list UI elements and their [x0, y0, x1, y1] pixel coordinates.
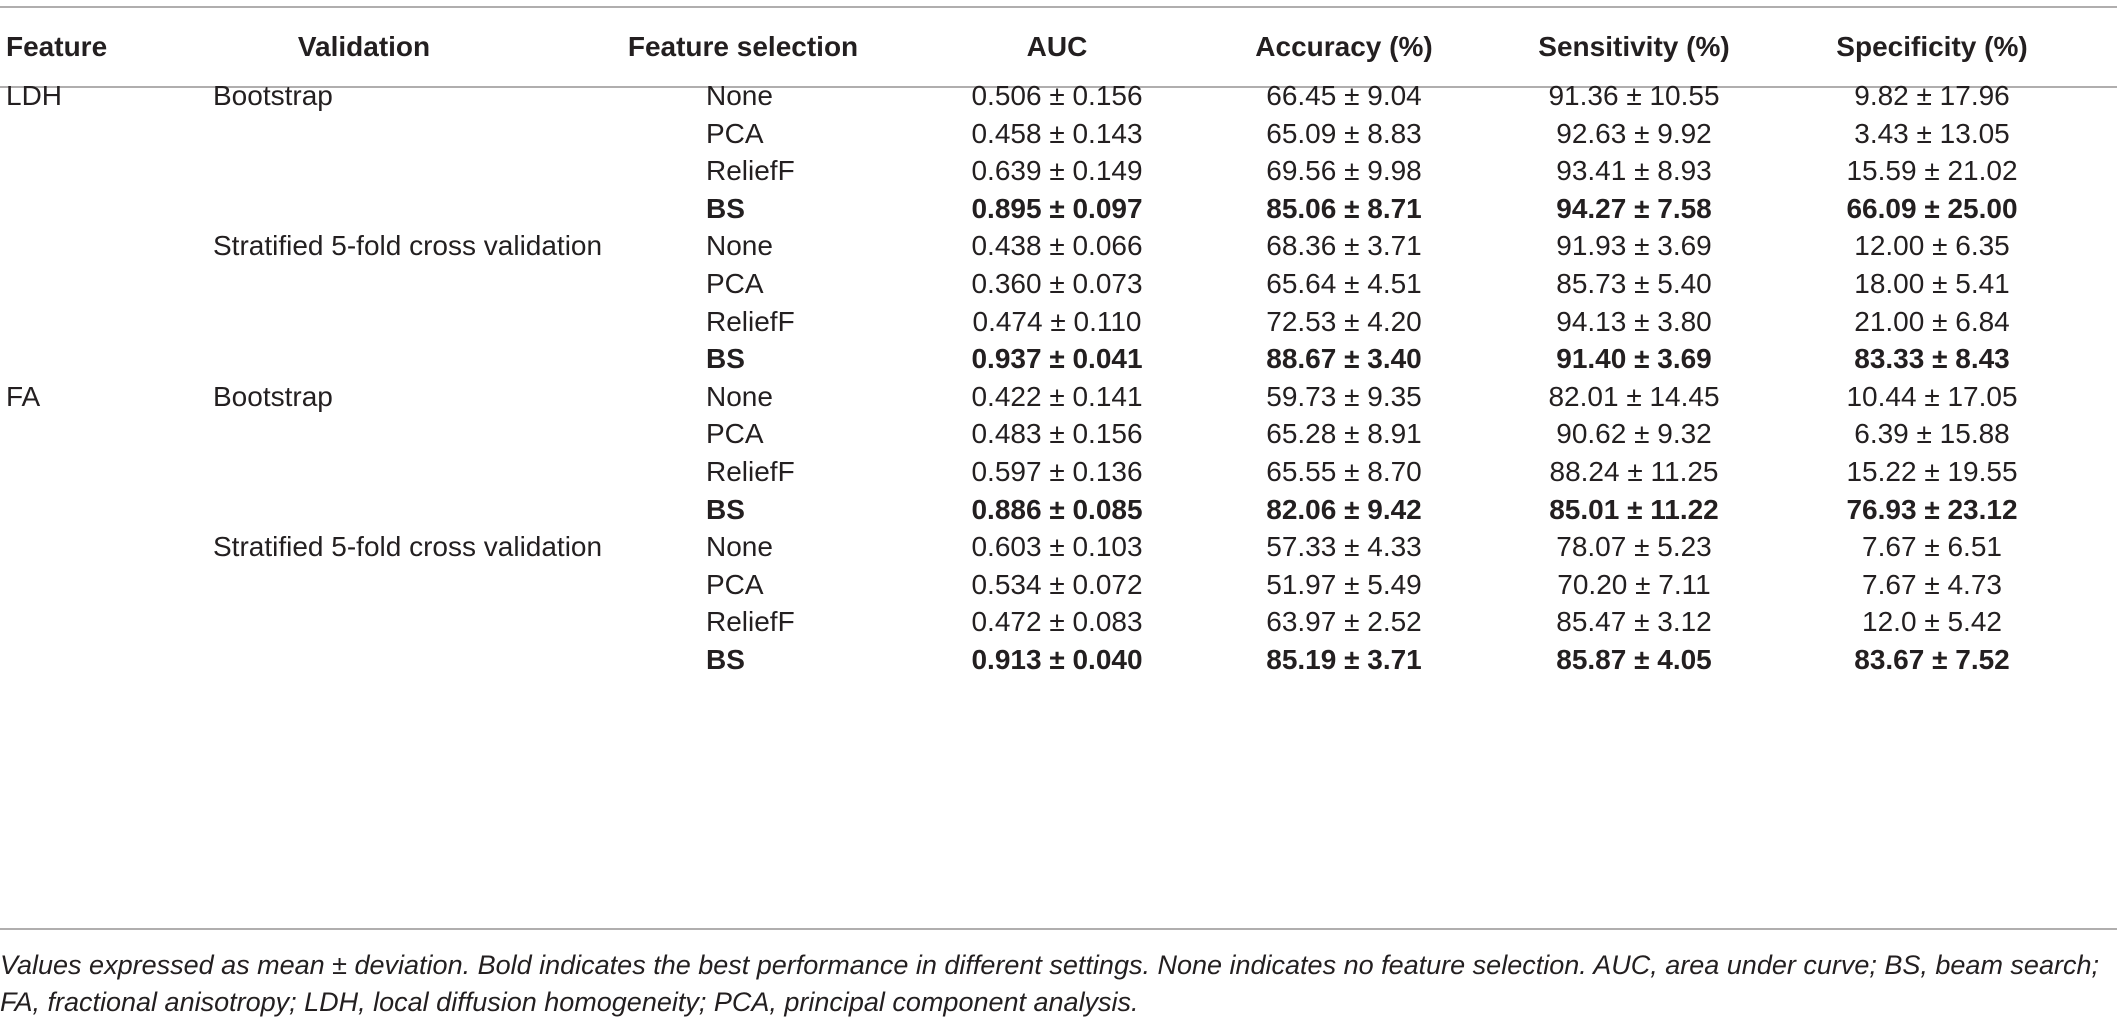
cell-auc: 0.458 ± 0.143: [971, 117, 1143, 149]
cell-feature-selection: BS: [706, 343, 745, 375]
cell-sensitivity: 92.63 ± 9.92: [1556, 117, 1712, 149]
cell-feature-selection: PCA: [706, 117, 764, 149]
cell-specificity: 7.67 ± 4.73: [1862, 568, 2002, 600]
cell-accuracy: 68.36 ± 3.71: [1266, 230, 1422, 262]
cell-feature-selection: None: [706, 230, 773, 262]
cell-validation: Bootstrap: [213, 80, 333, 111]
cell-sensitivity: 82.01 ± 14.45: [1548, 380, 1720, 412]
cell-accuracy: 82.06 ± 9.42: [1266, 493, 1422, 525]
cell-feature-selection: None: [706, 531, 773, 563]
table-footnote: Values expressed as mean ± deviation. Bo…: [0, 950, 2099, 1017]
cell-specificity: 83.67 ± 7.52: [1854, 644, 2010, 675]
cell-feature-selection: PCA: [706, 418, 764, 450]
cell-accuracy: 65.28 ± 8.91: [1266, 418, 1422, 450]
header-feature-selection: Feature selection: [627, 31, 859, 62]
header-validation: Validation: [297, 31, 431, 62]
cell-accuracy: 65.55 ± 8.70: [1266, 456, 1422, 487]
cell-feature-selection: None: [706, 380, 773, 412]
cell-sensitivity: 85.87 ± 4.05: [1556, 644, 1712, 675]
cell-feature-selection: ReliefF: [706, 456, 795, 487]
cell-auc: 0.360 ± 0.073: [971, 268, 1143, 299]
cell-feature-selection: None: [706, 80, 773, 111]
cell-auc: 0.534 ± 0.072: [971, 568, 1143, 600]
cell-auc: 0.438 ± 0.066: [971, 230, 1143, 262]
cell-auc: 0.886 ± 0.085: [971, 493, 1143, 525]
cell-feature-selection: PCA: [706, 268, 764, 299]
cell-auc: 0.474 ± 0.110: [972, 305, 1142, 337]
cell-validation: Stratified 5-fold cross validation: [213, 531, 603, 563]
cell-sensitivity: 91.36 ± 10.55: [1548, 80, 1720, 111]
cell-validation: Bootstrap: [213, 380, 333, 412]
cell-specificity: 12.0 ± 5.42: [1862, 606, 2002, 638]
cell-auc: 0.913 ± 0.040: [971, 644, 1143, 675]
cell-feature: FA: [6, 380, 41, 412]
cell-accuracy: 85.06 ± 8.71: [1266, 192, 1422, 224]
table-top-rule: [0, 6, 2117, 8]
cell-specificity: 10.44 ± 17.05: [1846, 380, 2018, 412]
cell-auc: 0.639 ± 0.149: [971, 155, 1143, 187]
cell-specificity: 7.67 ± 6.51: [1862, 531, 2002, 563]
cell-accuracy: 65.64 ± 4.51: [1266, 268, 1422, 299]
cell-specificity: 21.00 ± 6.84: [1854, 305, 2010, 337]
cell-auc: 0.506 ± 0.156: [971, 80, 1143, 111]
cell-accuracy: 51.97 ± 5.49: [1266, 568, 1422, 600]
cell-sensitivity: 88.24 ± 11.25: [1549, 456, 1719, 487]
cell-specificity: 12.00 ± 6.35: [1854, 230, 2010, 262]
cell-accuracy: 85.19 ± 3.71: [1266, 644, 1422, 675]
cell-specificity: 76.93 ± 23.12: [1846, 493, 2018, 525]
header-auc: AUC: [1026, 31, 1088, 62]
cell-auc: 0.483 ± 0.156: [971, 418, 1143, 450]
cell-accuracy: 72.53 ± 4.20: [1266, 305, 1422, 337]
cell-feature-selection: ReliefF: [706, 606, 795, 638]
cell-auc: 0.895 ± 0.097: [971, 192, 1143, 224]
cell-specificity: 18.00 ± 5.41: [1854, 268, 2010, 299]
cell-auc: 0.472 ± 0.083: [971, 606, 1143, 638]
header-sensitivity: Sensitivity (%): [1538, 31, 1730, 62]
cell-sensitivity: 91.40 ± 3.69: [1556, 343, 1712, 375]
header-feature: Feature: [6, 31, 108, 62]
cell-sensitivity: 70.20 ± 7.11: [1557, 568, 1711, 600]
cell-feature-selection: BS: [706, 192, 745, 224]
cell-specificity: 15.59 ± 21.02: [1846, 155, 2018, 187]
cell-sensitivity: 78.07 ± 5.23: [1556, 531, 1712, 563]
cell-sensitivity: 94.27 ± 7.58: [1556, 192, 1712, 224]
cell-sensitivity: 85.73 ± 5.40: [1556, 268, 1712, 299]
cell-accuracy: 59.73 ± 9.35: [1266, 380, 1422, 412]
cell-feature: LDH: [6, 80, 63, 111]
cell-feature-selection: ReliefF: [706, 155, 795, 187]
cell-auc: 0.422 ± 0.141: [971, 380, 1143, 412]
cell-specificity: 15.22 ± 19.55: [1846, 456, 2018, 487]
cell-feature-selection: PCA: [706, 568, 764, 600]
cell-accuracy: 65.09 ± 8.83: [1266, 117, 1422, 149]
cell-specificity: 3.43 ± 13.05: [1854, 117, 2010, 149]
header-accuracy: Accuracy (%): [1255, 31, 1433, 62]
cell-auc: 0.603 ± 0.103: [971, 531, 1143, 563]
cell-accuracy: 69.56 ± 9.98: [1266, 155, 1422, 187]
cell-sensitivity: 93.41 ± 8.93: [1556, 155, 1712, 187]
cell-accuracy: 88.67 ± 3.40: [1266, 343, 1422, 375]
cell-feature-selection: ReliefF: [706, 305, 795, 337]
cell-specificity: 6.39 ± 15.88: [1854, 418, 2010, 450]
cell-specificity: 83.33 ± 8.43: [1854, 343, 2010, 375]
cell-accuracy: 57.33 ± 4.33: [1266, 531, 1422, 563]
cell-feature-selection: BS: [706, 644, 745, 675]
cell-accuracy: 66.45 ± 9.04: [1266, 80, 1422, 111]
cell-auc: 0.597 ± 0.136: [971, 456, 1143, 487]
cell-auc: 0.937 ± 0.041: [971, 343, 1143, 375]
table-bottom-rule: [0, 928, 2117, 930]
cell-sensitivity: 85.47 ± 3.12: [1556, 606, 1712, 638]
cell-feature-selection: BS: [706, 493, 745, 525]
cell-sensitivity: 91.93 ± 3.69: [1556, 230, 1712, 262]
cell-accuracy: 63.97 ± 2.52: [1266, 606, 1422, 638]
cell-sensitivity: 90.62 ± 9.32: [1556, 418, 1712, 450]
header-specificity: Specificity (%): [1836, 31, 2028, 62]
cell-sensitivity: 94.13 ± 3.80: [1556, 305, 1712, 337]
cell-validation: Stratified 5-fold cross validation: [213, 230, 603, 262]
cell-specificity: 66.09 ± 25.00: [1846, 192, 2018, 224]
cell-specificity: 9.82 ± 17.96: [1854, 80, 2010, 111]
table-header-rule: [0, 86, 2117, 88]
cell-sensitivity: 85.01 ± 11.22: [1549, 493, 1719, 525]
